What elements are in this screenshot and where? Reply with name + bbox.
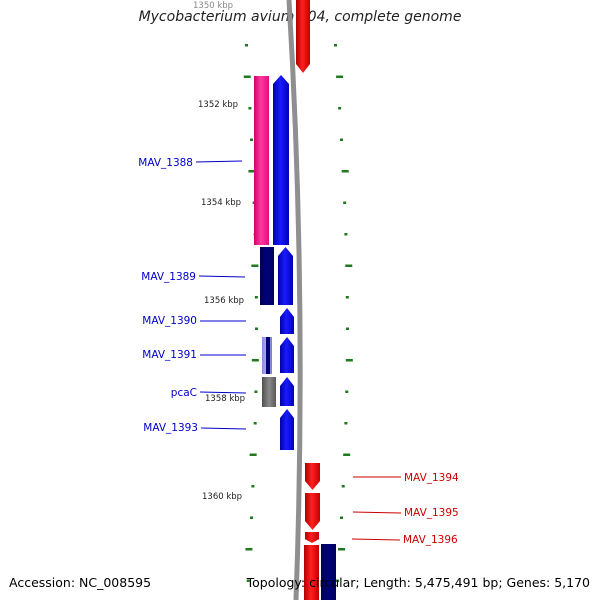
gene-label[interactable]: MAV_1396 [403, 534, 458, 546]
gene-labels[interactable]: MAV_1388 MAV_1389 MAV_1390 MAV_1391 pcaC MAV_… [138, 157, 459, 546]
label-leader-line [351, 538, 401, 541]
label-leader-line [199, 391, 247, 394]
gene-label[interactable]: MAV_1393 [143, 422, 198, 434]
tick-mark-right [345, 390, 349, 393]
gene-label[interactable]: MAV_1388 [138, 157, 193, 169]
cds-feature-bottom[interactable] [321, 544, 336, 600]
gene-label[interactable]: MAV_1390 [142, 315, 197, 327]
pink-feature[interactable] [254, 76, 269, 245]
tick-mark-right [336, 579, 340, 582]
tick-mark-left [246, 579, 250, 582]
tick-mark-left [248, 170, 256, 173]
label-leader-line [195, 160, 243, 163]
gene-label[interactable]: pcaC [171, 387, 197, 399]
tick-mark-left [254, 296, 258, 299]
reverse-gene-arrow-mav-1391[interactable] [280, 337, 294, 373]
cds-feature-pcac[interactable] [262, 377, 276, 407]
label-leader-line [200, 427, 247, 430]
tick-mark-right [341, 485, 345, 488]
forward-gene-arrow-mav-1395[interactable] [305, 493, 320, 530]
tick-mark-right [344, 422, 348, 425]
kbp-label: 1352 kbp [198, 100, 238, 110]
tick-mark-right [340, 138, 343, 141]
gene-label[interactable]: MAV_1391 [142, 349, 197, 361]
kbp-label: 1354 kbp [201, 198, 241, 208]
tick-mark-left [249, 453, 257, 456]
cds-feature-mav-1391-core[interactable] [266, 337, 270, 374]
tick-mark-right [346, 327, 349, 330]
gene-label[interactable]: MAV_1389 [141, 271, 196, 283]
tick-mark-left [251, 359, 259, 362]
tick-mark-left [251, 485, 255, 488]
tick-mark-right [341, 170, 349, 173]
cds-feature-mav-1389[interactable] [260, 247, 274, 305]
tick-mark-right [343, 201, 347, 204]
topology-text: Topology: circular; Length: 5,475,491 bp… [246, 575, 590, 590]
kbp-label: 1358 kbp [205, 394, 245, 404]
tick-mark-left [250, 138, 253, 141]
gene-label[interactable]: MAV_1394 [404, 472, 459, 484]
tick-mark-left [253, 422, 257, 425]
tick-mark-right [344, 233, 348, 236]
tick-mark-left [254, 390, 258, 393]
tick-mark-left [255, 327, 258, 330]
tick-mark-left [245, 548, 253, 551]
reverse-gene-arrow-mav-1390[interactable] [280, 308, 294, 334]
accession-text: Accession: NC_008595 [9, 575, 152, 590]
forward-gene-body[interactable] [304, 545, 319, 600]
gene-label[interactable]: MAV_1395 [404, 507, 459, 519]
genome-backbone [286, 0, 303, 600]
reverse-gene-arrow-mav-1388[interactable] [273, 75, 289, 245]
tick-mark-left [251, 264, 259, 267]
tick-mark-left [245, 44, 248, 47]
tick-mark-left [243, 75, 251, 78]
tick-mark-right [345, 359, 353, 362]
tick-mark-right [343, 453, 351, 456]
kbp-label: 1356 kbp [204, 296, 244, 306]
tick-mark-left [250, 516, 253, 519]
forward-gene-arrow-mav-1394[interactable] [305, 463, 320, 490]
kbp-label: 1350 kbp [193, 1, 233, 11]
tick-mark-right [338, 107, 342, 110]
tick-mark-right [340, 516, 343, 519]
tick-marks [243, 44, 353, 582]
reverse-gene-arrow-mav-1389[interactable] [278, 247, 293, 305]
gene-features[interactable] [254, 0, 336, 600]
kbp-scale-labels: 1350 kbp 1352 kbp 1354 kbp 1356 kbp 1358 kbp… [193, 1, 245, 502]
kbp-label: 1360 kbp [202, 492, 242, 502]
tick-mark-right [345, 264, 353, 267]
label-leader-line [198, 275, 246, 278]
forward-gene-arrow-mav-1396[interactable] [305, 532, 319, 543]
forward-gene-arrow[interactable] [296, 0, 310, 73]
tick-mark-right [336, 75, 344, 78]
reverse-gene-arrow-pcac[interactable] [280, 377, 294, 406]
tick-mark-right [338, 548, 346, 551]
tick-mark-right [334, 44, 337, 47]
reverse-gene-arrow-mav-1393[interactable] [280, 409, 294, 450]
tick-mark-left [248, 107, 252, 110]
label-leader-line [352, 511, 402, 514]
tick-mark-right [345, 296, 349, 299]
